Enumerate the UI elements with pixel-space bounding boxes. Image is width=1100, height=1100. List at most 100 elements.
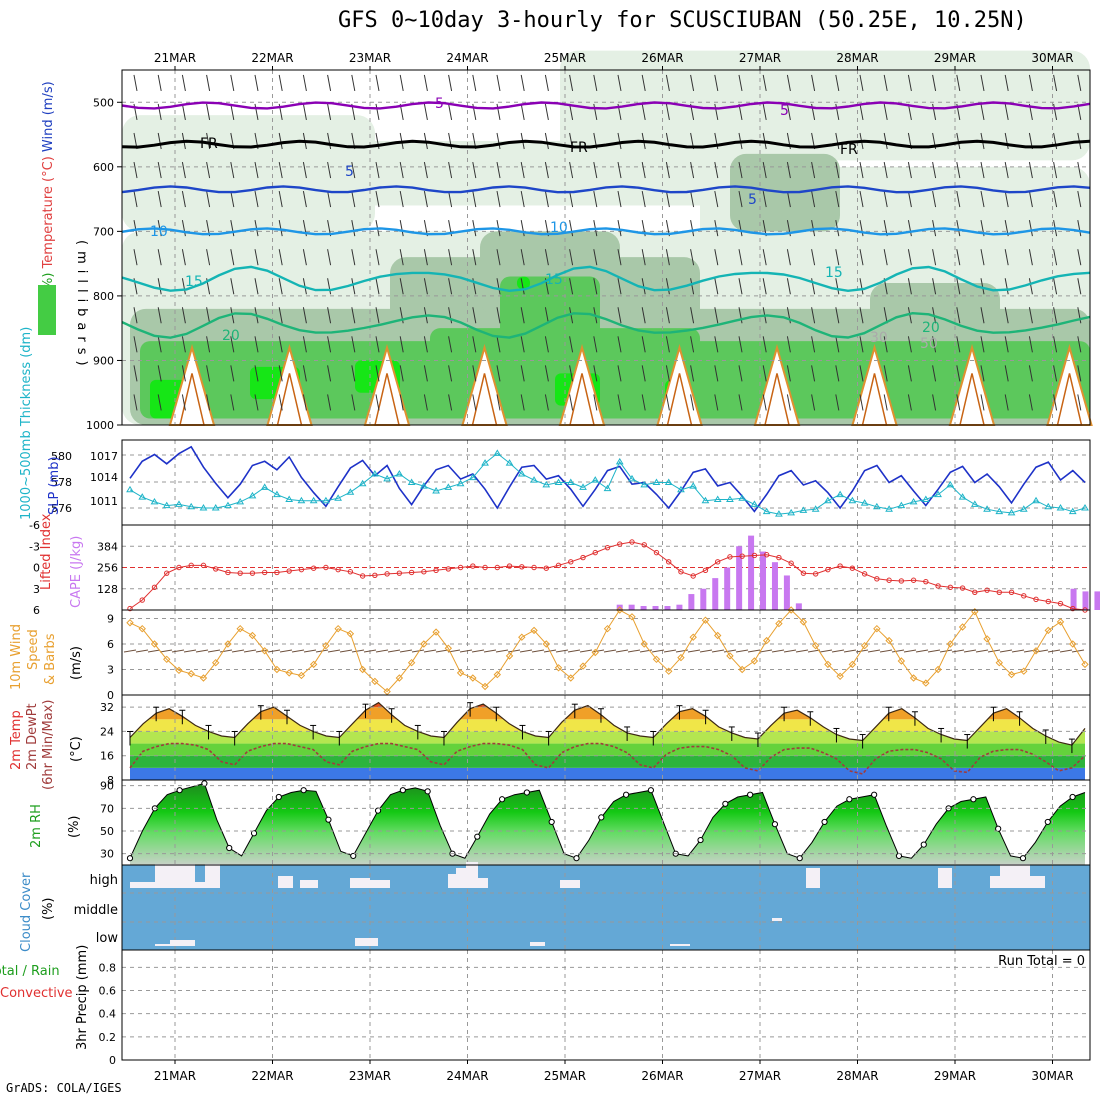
wind-barb bbox=[181, 103, 186, 121]
wind-barb bbox=[714, 336, 719, 353]
cloud-low-block bbox=[670, 944, 690, 946]
wind-barb bbox=[835, 249, 840, 266]
thickness-point bbox=[628, 474, 636, 482]
thickness-point bbox=[481, 459, 489, 466]
date-label-bottom: 30MAR bbox=[1031, 1069, 1073, 1083]
wind-barb bbox=[786, 74, 791, 92]
precip-ylabel: 3hr Precip (mm) bbox=[75, 945, 90, 1050]
wind-barb-10m bbox=[651, 649, 665, 653]
wind-barb bbox=[399, 394, 404, 411]
wind-barb bbox=[907, 249, 912, 266]
wind-barb bbox=[714, 103, 719, 121]
wind-barb bbox=[956, 394, 961, 411]
wind-speed-point bbox=[285, 669, 293, 677]
rh-point bbox=[523, 789, 530, 796]
lifted-index-point bbox=[580, 554, 586, 561]
rh-point bbox=[399, 787, 406, 794]
cloud-high-block bbox=[278, 876, 293, 888]
cape-bar bbox=[783, 575, 790, 610]
wind-barb bbox=[786, 394, 791, 411]
wind-barb bbox=[714, 278, 719, 295]
lifted-index-point bbox=[604, 544, 611, 551]
wind-barb bbox=[157, 365, 162, 382]
cloud-high-block bbox=[300, 880, 318, 888]
wind-barb bbox=[714, 161, 719, 179]
lifted-index-point bbox=[763, 552, 770, 558]
wind-barb bbox=[665, 161, 670, 179]
lifted-index-point bbox=[408, 569, 415, 576]
cape-bar bbox=[676, 604, 683, 610]
wind-barb bbox=[883, 190, 888, 208]
thickness-point bbox=[738, 494, 747, 501]
wind-barb bbox=[907, 365, 912, 382]
temp-band bbox=[130, 731, 1085, 744]
lifted-index-point bbox=[653, 549, 660, 556]
wind-barb-10m bbox=[579, 649, 593, 653]
lifted-index-point bbox=[261, 569, 268, 576]
wind-speed-point bbox=[530, 626, 538, 635]
thickness-point bbox=[432, 487, 440, 494]
ytick-label-pressure: 700 bbox=[93, 225, 114, 238]
lifted-index-point bbox=[886, 577, 892, 583]
wind-barb bbox=[302, 249, 307, 266]
wind-barb bbox=[932, 74, 937, 92]
wind-barb bbox=[206, 74, 211, 92]
wind-barb bbox=[157, 190, 162, 208]
lifted-index-point bbox=[494, 564, 501, 571]
wind-barb bbox=[690, 365, 695, 382]
wind-barb bbox=[181, 74, 186, 92]
wind-barb bbox=[593, 103, 598, 121]
lifted-index-point bbox=[347, 569, 354, 575]
cloud-high-block bbox=[130, 882, 155, 888]
wind-barb bbox=[907, 103, 912, 121]
wind-speed-point bbox=[1081, 660, 1089, 669]
thickness-point bbox=[824, 496, 832, 504]
wind-barb-10m bbox=[147, 649, 161, 653]
wind-barb bbox=[520, 103, 525, 121]
wind-barb bbox=[738, 336, 743, 353]
wind-barb bbox=[302, 190, 307, 208]
wind-barb bbox=[206, 365, 211, 382]
wind-barb bbox=[302, 307, 307, 324]
ytick-label-slp: 1014 bbox=[90, 471, 118, 484]
wind-barb bbox=[617, 161, 622, 179]
wind-barb bbox=[980, 365, 985, 382]
wind-barb bbox=[1077, 74, 1082, 92]
wind-barb bbox=[496, 103, 501, 121]
wind-barb-10m bbox=[339, 649, 353, 653]
wind-barb bbox=[1028, 74, 1033, 92]
wind-barb bbox=[1077, 394, 1082, 411]
wind-barb-10m bbox=[771, 649, 785, 653]
wind-barb bbox=[569, 394, 574, 411]
contour-label: 20 bbox=[222, 328, 240, 344]
ytick-label-precip: 0.6 bbox=[99, 985, 117, 998]
wind-barb bbox=[762, 103, 767, 121]
thickness-point bbox=[995, 507, 1004, 515]
wind-barb bbox=[883, 161, 888, 179]
wind-barb bbox=[399, 161, 404, 179]
cape-bar bbox=[1082, 591, 1089, 610]
wind-barb bbox=[544, 336, 549, 353]
contour-label: 20 bbox=[922, 320, 940, 336]
wind-barb bbox=[1077, 365, 1082, 382]
wind-barb bbox=[375, 74, 380, 92]
wind-barb bbox=[932, 278, 937, 295]
wind-barb-10m bbox=[627, 649, 641, 653]
lifted-index-line bbox=[129, 541, 1086, 611]
wind-barb bbox=[133, 74, 138, 92]
wind-barb bbox=[617, 307, 622, 324]
contour-label: 10 bbox=[150, 224, 168, 240]
cloud-high-block bbox=[560, 880, 580, 888]
date-label-bottom: 27MAR bbox=[739, 1069, 781, 1083]
wind-barb bbox=[641, 74, 646, 92]
wind-barb-10m bbox=[891, 649, 905, 653]
rh-point bbox=[771, 821, 779, 828]
wind-barb bbox=[859, 307, 864, 324]
wind-barb bbox=[980, 74, 985, 92]
wind-barb-10m bbox=[783, 649, 797, 653]
wind-barb bbox=[230, 220, 235, 237]
wind-barb bbox=[496, 336, 501, 353]
ytick-label-pressure: 1000 bbox=[86, 419, 114, 432]
thickness-point bbox=[603, 484, 612, 492]
wind-barb-10m bbox=[135, 649, 149, 653]
